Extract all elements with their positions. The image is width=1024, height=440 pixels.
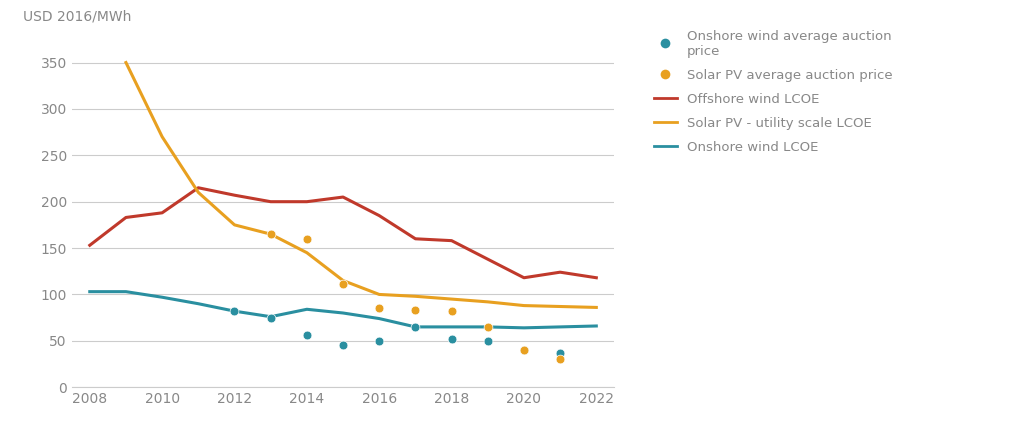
Point xyxy=(371,305,387,312)
Point xyxy=(479,323,496,330)
Text: USD 2016/MWh: USD 2016/MWh xyxy=(23,9,131,23)
Point xyxy=(371,337,387,345)
Point xyxy=(299,332,315,339)
Point xyxy=(443,335,460,342)
Point xyxy=(299,235,315,242)
Point xyxy=(516,347,532,354)
Point xyxy=(226,308,243,315)
Point xyxy=(479,337,496,345)
Point xyxy=(335,341,351,348)
Point xyxy=(335,281,351,288)
Point xyxy=(408,323,424,330)
Point xyxy=(262,314,279,321)
Point xyxy=(443,308,460,315)
Point xyxy=(262,231,279,238)
Point xyxy=(408,307,424,314)
Legend: Onshore wind average auction
price, Solar PV average auction price, Offshore win: Onshore wind average auction price, Sola… xyxy=(653,30,892,154)
Point xyxy=(516,347,532,354)
Point xyxy=(552,356,568,363)
Point xyxy=(552,349,568,356)
